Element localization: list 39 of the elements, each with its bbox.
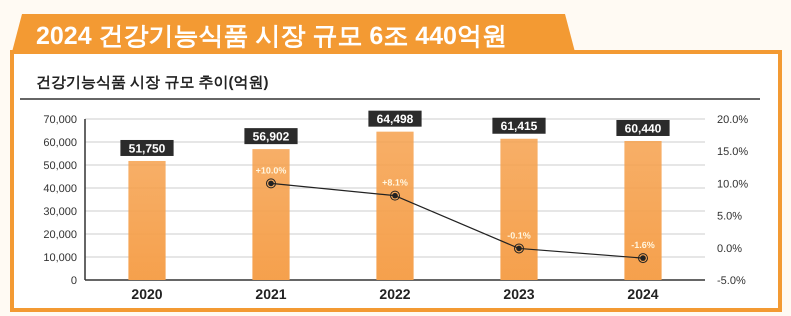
y2-tick-label: 5.0%: [717, 210, 742, 223]
bar: [128, 160, 166, 280]
x-tick-label: 2024: [627, 286, 659, 302]
x-tick-label: 2021: [255, 286, 287, 302]
y-tick-label: 20,000: [43, 229, 77, 241]
y-tick-label: 40,000: [43, 183, 77, 195]
y2-tick-label: 15.0%: [717, 146, 748, 158]
point: [390, 190, 400, 201]
y-tick-label: 0: [70, 275, 77, 287]
x-tick-label: 2020: [131, 286, 163, 302]
data-label: 51,750: [128, 141, 166, 156]
data-label: 64,498: [376, 112, 414, 126]
y-tick-label: 50,000: [43, 160, 77, 172]
data-label: 56,902: [252, 130, 290, 144]
data-label: -0.1%: [507, 230, 531, 240]
point: [266, 178, 276, 188]
y-tick-label: 70,000: [43, 114, 77, 126]
x-tick-label: 2022: [379, 286, 411, 302]
chart-subtitle: 건강기능식품 시장 규모 추이(억원): [36, 74, 268, 91]
chart-title: 2024 건강기능식품 시장 규모 6조 440억원: [36, 22, 507, 50]
data-label: -1.6%: [631, 240, 655, 250]
point: [514, 243, 524, 254]
bar: [500, 138, 538, 280]
x-tick-label: 2023: [503, 286, 535, 302]
data-label: +10.0%: [256, 165, 286, 176]
bar: [252, 149, 290, 280]
bar: [624, 140, 662, 280]
y2-tick-label: 20.0%: [717, 114, 748, 126]
data-label: 61,415: [500, 119, 538, 134]
bar: [376, 132, 414, 280]
y2-tick-label: -5.0%: [717, 275, 746, 287]
data-label: 60,440: [624, 121, 662, 136]
y-tick-label: 60,000: [43, 137, 77, 149]
y2-tick-label: 0.0%: [717, 242, 742, 255]
y2-tick-label: 10.0%: [717, 178, 748, 190]
data-label: +8.1%: [382, 178, 408, 188]
y-tick-label: 10,000: [43, 252, 77, 264]
y-tick-label: 30,000: [43, 206, 77, 218]
point: [638, 253, 648, 264]
